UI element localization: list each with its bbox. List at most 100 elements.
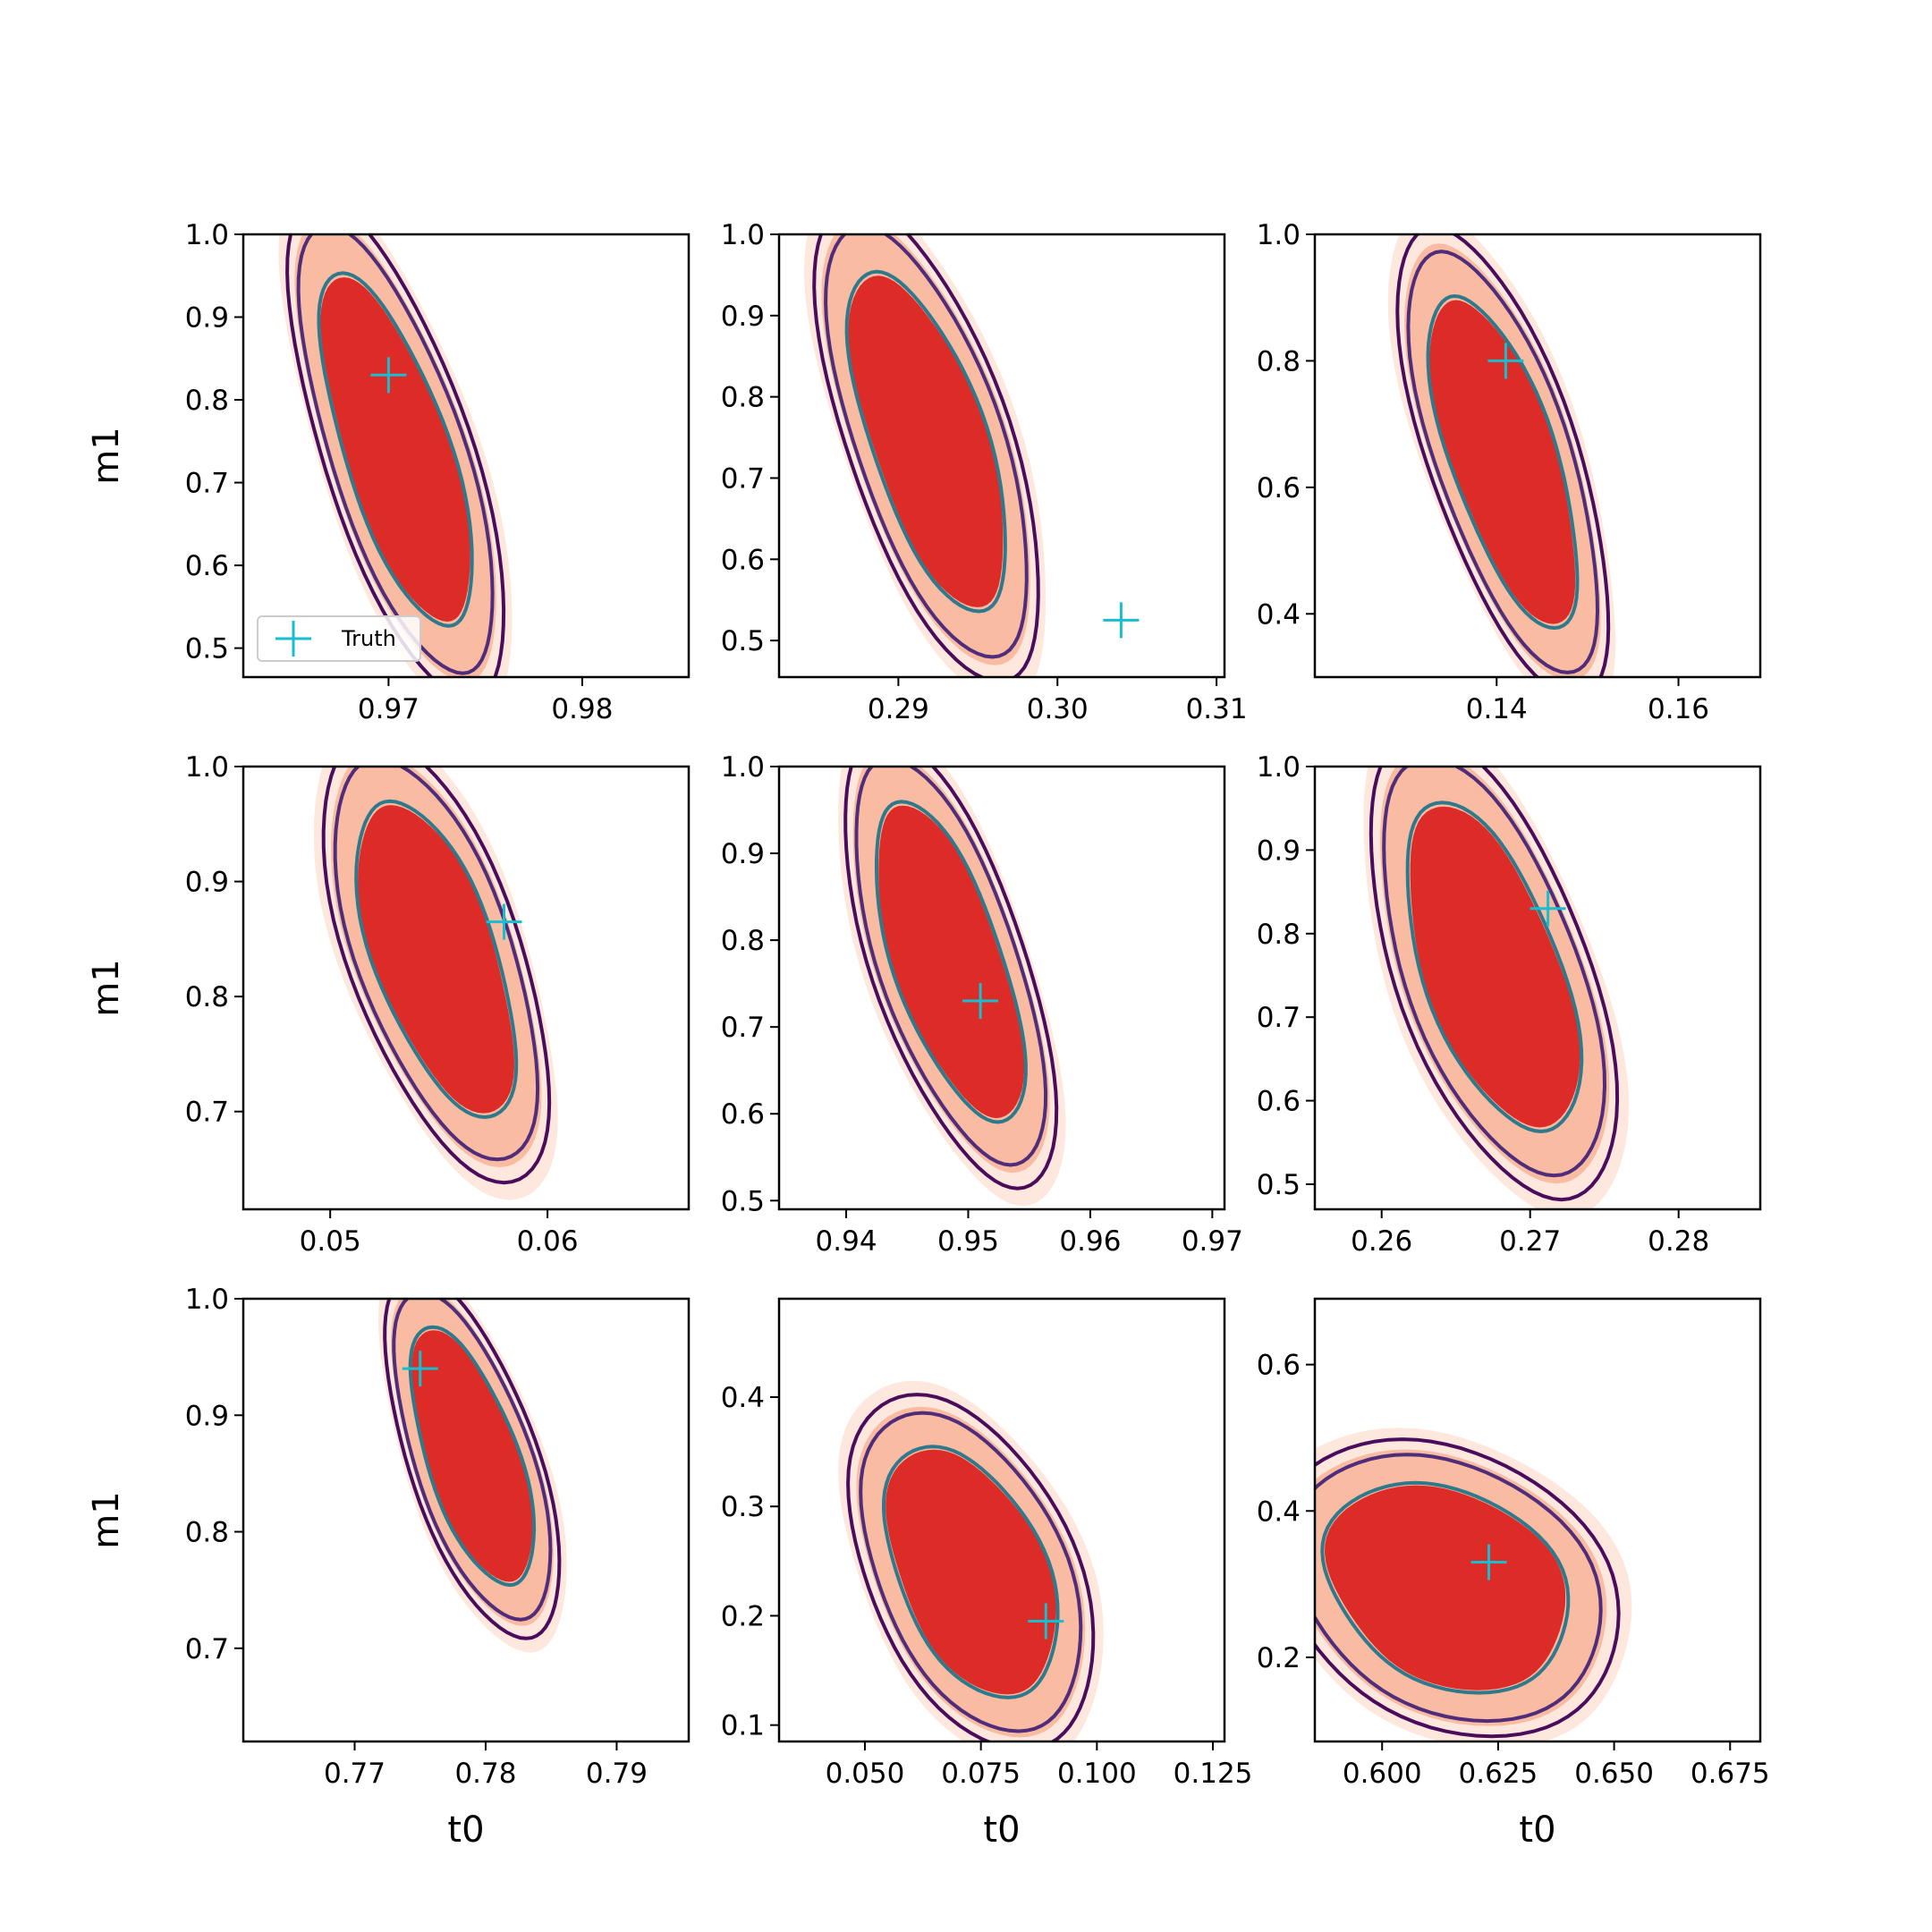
plot-area xyxy=(1315,1428,1632,1741)
contour-line-inner xyxy=(844,269,1007,614)
legend: Truth xyxy=(257,615,421,662)
contour-line-outer xyxy=(1368,767,1620,1202)
contour-line-outer xyxy=(1315,1437,1621,1739)
axes-frame xyxy=(777,1297,1226,1743)
contour-line-mid xyxy=(854,767,1048,1167)
y-tick-label: 0.6 xyxy=(1257,472,1301,504)
plot-area xyxy=(838,1380,1104,1741)
panel-9: 0.600 0.625 0.650 0.675 0.2 0.4 0.6 t0 xyxy=(1257,1297,1770,1851)
legend-box xyxy=(257,615,421,662)
y-axis-label: m1 xyxy=(86,1491,127,1548)
y-tick-label: 0.5 xyxy=(721,625,765,657)
y-tick-label: 0.6 xyxy=(721,1098,765,1131)
density-fill-inner xyxy=(1325,1485,1566,1690)
x-tick-label: 0.94 xyxy=(816,1225,877,1258)
panel-6: 0.26 0.27 0.28 0.5 0.6 0.7 0.8 0.9 1.0 xyxy=(1257,751,1762,1258)
plot-area xyxy=(313,767,558,1200)
y-tick-label: 0.6 xyxy=(1257,1350,1301,1382)
density-fill-inner xyxy=(1410,806,1580,1128)
y-tick-label: 1.0 xyxy=(1257,751,1301,784)
density-fill-inner xyxy=(320,277,470,622)
y-tick-label: 0.2 xyxy=(721,1600,765,1632)
y-tick-label: 0.8 xyxy=(185,1517,229,1549)
x-tick-label: 0.31 xyxy=(1186,693,1248,725)
y-tick-label: 1.0 xyxy=(1257,219,1301,251)
x-tick-label: 0.100 xyxy=(1057,1758,1137,1790)
y-tick-label: 1.0 xyxy=(185,751,229,784)
density-fill-inner xyxy=(358,805,514,1114)
x-tick-label: 0.625 xyxy=(1459,1758,1538,1790)
x-tick-label: 0.78 xyxy=(454,1758,516,1790)
y-tick-label: 0.6 xyxy=(185,550,229,582)
panel-8: 0.050 0.075 0.100 0.125 0.1 0.2 0.3 0.4 t0 xyxy=(721,1297,1253,1851)
truth-marker xyxy=(1103,602,1140,639)
x-tick-label: 0.05 xyxy=(300,1225,361,1258)
contour-line-inner xyxy=(354,799,519,1120)
y-tick-label: 0.8 xyxy=(185,385,229,417)
contour-line-inner xyxy=(1320,1480,1571,1695)
contour-line-mid xyxy=(824,234,1029,659)
panel-7: 0.77 0.78 0.79 0.7 0.8 0.9 1.0 t0 m1 xyxy=(86,1284,691,1851)
y-tick-label: 1.0 xyxy=(721,751,765,784)
plot-area xyxy=(1387,234,1616,677)
contour-line-inner xyxy=(408,1325,537,1588)
contour-line-outer xyxy=(285,234,506,677)
y-tick-label: 0.5 xyxy=(1257,1169,1301,1201)
legend-label: Truth xyxy=(341,626,396,651)
x-tick-label: 0.16 xyxy=(1648,693,1709,725)
y-tick-label: 0.9 xyxy=(185,1400,229,1432)
truth-marker xyxy=(486,903,522,940)
y-tick-label: 0.7 xyxy=(1257,1002,1301,1034)
density-fill-inner xyxy=(1429,300,1576,624)
y-tick-label: 0.7 xyxy=(721,1012,765,1044)
y-tick-label: 1.0 xyxy=(185,219,229,251)
y-tick-label: 0.8 xyxy=(1257,345,1301,377)
y-tick-label: 0.6 xyxy=(721,544,765,576)
x-tick-label: 0.30 xyxy=(1027,693,1089,725)
x-axis-label: t0 xyxy=(1519,1809,1555,1851)
panel-5: 0.94 0.95 0.96 0.97 0.5 0.6 0.7 0.8 0.9 1.0 xyxy=(721,751,1243,1258)
y-tick-label: 0.7 xyxy=(721,462,765,495)
density-fill-inner xyxy=(878,805,1025,1119)
y-tick-label: 0.4 xyxy=(721,1382,765,1414)
plot-area xyxy=(804,234,1046,677)
contour-line-outer xyxy=(321,767,552,1185)
contour-line-mid xyxy=(1406,250,1600,674)
density-fill-inner xyxy=(886,1449,1056,1695)
y-axis-label: m1 xyxy=(86,959,127,1016)
contour-line-inner xyxy=(881,1445,1060,1699)
density-fill-inner xyxy=(848,275,1004,607)
legend-truth-marker xyxy=(275,621,311,657)
x-tick-label: 0.77 xyxy=(324,1758,386,1790)
contour-line-outer xyxy=(383,1299,562,1640)
x-tick-label: 0.29 xyxy=(868,693,929,725)
x-tick-label: 0.26 xyxy=(1351,1225,1412,1258)
truth-marker xyxy=(1028,1603,1064,1640)
contour-line-mid xyxy=(333,767,540,1162)
y-axis-label: m1 xyxy=(86,427,127,484)
plot-area xyxy=(377,1299,567,1653)
y-tick-label: 0.8 xyxy=(721,382,765,414)
y-tick-label: 0.2 xyxy=(1257,1642,1301,1674)
y-tick-label: 0.3 xyxy=(721,1491,765,1523)
x-tick-label: 0.06 xyxy=(517,1225,579,1258)
x-tick-label: 0.98 xyxy=(551,693,613,725)
contour-line-outer xyxy=(812,234,1040,677)
contour-line-inner xyxy=(1426,293,1580,631)
x-tick-label: 0.14 xyxy=(1466,693,1528,725)
plot-area xyxy=(278,234,513,677)
y-tick-label: 0.9 xyxy=(1257,835,1301,867)
x-tick-label: 0.650 xyxy=(1574,1758,1654,1790)
y-tick-label: 0.9 xyxy=(185,302,229,335)
axes-frame xyxy=(777,233,1226,679)
x-tick-label: 0.075 xyxy=(941,1758,1021,1790)
x-axis-label: t0 xyxy=(447,1809,484,1851)
contour-line-mid xyxy=(1315,1453,1603,1724)
y-tick-label: 0.6 xyxy=(1257,1086,1301,1118)
panel-3: 0.14 0.16 0.4 0.6 0.8 1.0 xyxy=(1257,219,1762,725)
axes-frame xyxy=(1313,765,1762,1211)
x-tick-label: 0.125 xyxy=(1174,1758,1253,1790)
contour-line-inner xyxy=(1405,801,1584,1134)
y-tick-label: 1.0 xyxy=(185,1284,229,1316)
